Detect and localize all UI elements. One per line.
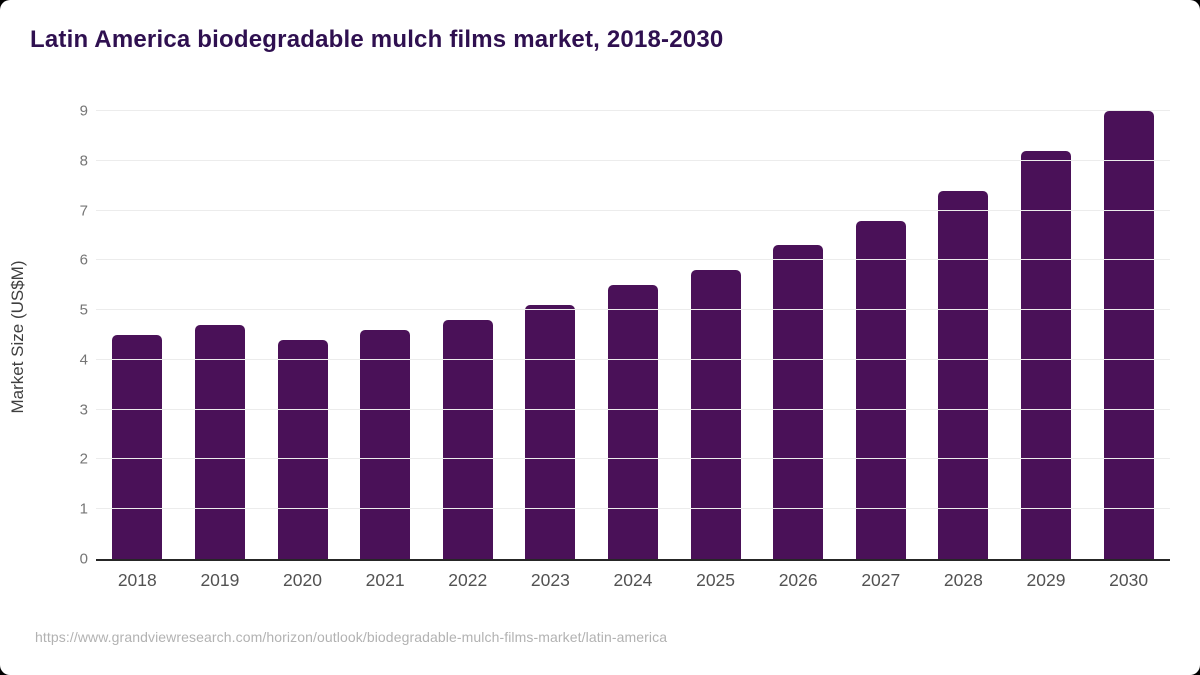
x-tick-label: 2030 — [1109, 570, 1149, 590]
bar — [360, 330, 411, 559]
gridline — [96, 110, 1170, 111]
y-tick-label: 6 — [79, 251, 88, 269]
bar-slot — [839, 111, 922, 559]
bar-slot — [757, 111, 840, 559]
x-tick-label: 2023 — [530, 570, 570, 590]
x-tick-label: 2026 — [778, 570, 818, 590]
x-tick-label: 2018 — [117, 570, 157, 590]
bar — [1103, 111, 1154, 559]
gridline — [96, 458, 1170, 460]
bar — [442, 320, 493, 559]
gridline — [96, 408, 1170, 410]
y-tick-label: 5 — [79, 301, 88, 319]
bar-slot — [1087, 111, 1170, 559]
bar-slot — [922, 111, 1005, 559]
gridline — [96, 358, 1170, 360]
x-tick-label: 2025 — [696, 570, 736, 590]
x-tick-label: 2028 — [943, 570, 983, 590]
bar-slot — [96, 111, 179, 559]
x-tick-label: 2021 — [365, 570, 405, 590]
bar — [938, 190, 989, 559]
bar — [1021, 150, 1071, 559]
bar-slot — [674, 111, 757, 559]
bars-row — [96, 111, 1170, 559]
y-tick-label: 3 — [79, 401, 88, 419]
bar-slot — [179, 111, 262, 559]
y-tick-label: 7 — [79, 202, 88, 220]
bar — [855, 220, 906, 559]
y-tick-label: 8 — [79, 152, 88, 170]
bar — [690, 270, 741, 559]
bar — [525, 305, 576, 559]
x-tick-label: 2022 — [448, 570, 488, 590]
gridline — [96, 159, 1170, 161]
bar-slot — [592, 111, 675, 559]
gridline — [96, 508, 1170, 510]
bar-slot — [426, 111, 509, 559]
bar — [277, 339, 328, 559]
y-axis-ticks: 0 1 2 3 4 5 6 7 8 9 — [0, 104, 88, 567]
x-tick-label: 2024 — [613, 570, 653, 590]
bar — [112, 335, 163, 559]
bar-slot — [261, 111, 344, 559]
y-tick-label: 1 — [79, 500, 88, 518]
y-tick-label: 9 — [79, 102, 88, 120]
x-tick-label: 2019 — [200, 570, 240, 590]
chart-title: Latin America biodegradable mulch films … — [30, 26, 724, 53]
gridline — [96, 209, 1170, 211]
bar — [194, 325, 245, 559]
x-tick-label: 2020 — [283, 570, 322, 590]
x-axis-labels: 2018 2019 2020 2021 2022 2023 2024 2025 2026 2027… — [96, 570, 1170, 591]
gridline — [96, 259, 1170, 261]
bar-slot — [1005, 111, 1088, 559]
source-url: https://www.grandviewresearch.com/horizo… — [35, 629, 668, 645]
y-tick-label: 2 — [79, 450, 88, 468]
plot-area — [96, 110, 1170, 561]
x-tick-label: 2027 — [861, 570, 901, 590]
gridline — [96, 309, 1170, 311]
y-tick-label: 0 — [79, 550, 88, 568]
bar-slot — [509, 111, 592, 559]
bar — [773, 245, 824, 559]
x-tick-label: 2029 — [1026, 570, 1066, 590]
y-tick-label: 4 — [79, 351, 88, 369]
bar-slot — [344, 111, 427, 559]
bar — [607, 285, 658, 559]
